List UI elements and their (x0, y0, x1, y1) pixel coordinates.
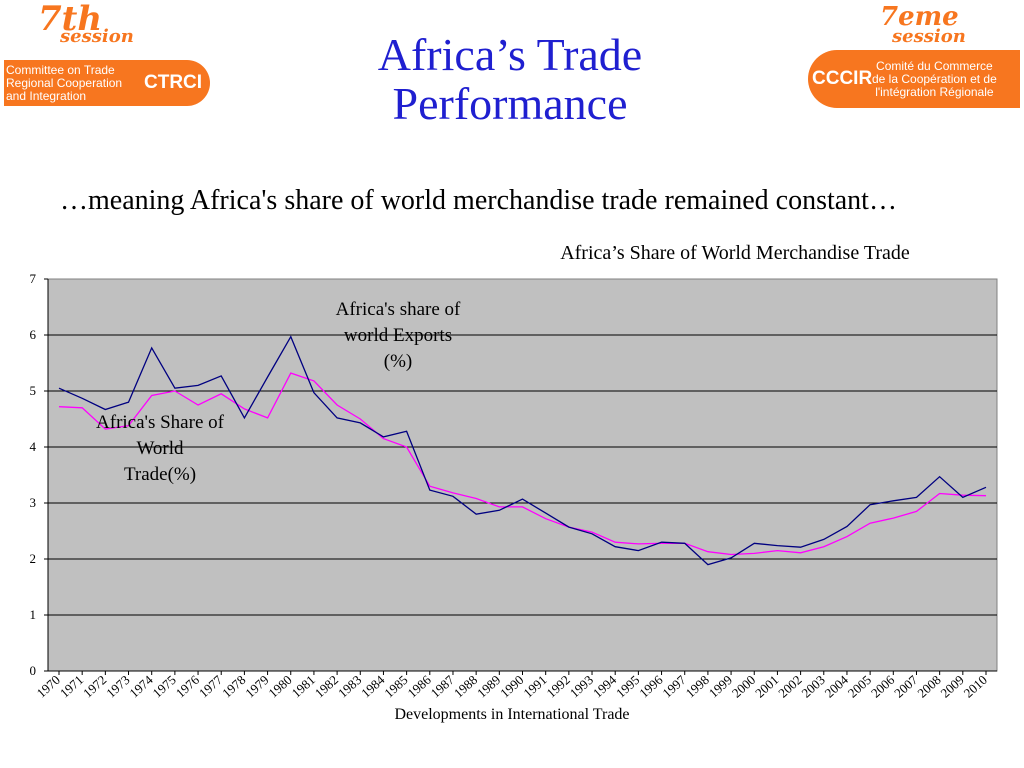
cccir-logo: 7eme session CCCIR Comité du Commerce de… (808, 2, 1022, 122)
x-tick-label: 1985 (381, 672, 410, 701)
x-tick-label: 2002 (775, 672, 804, 701)
x-tick-label: 2007 (891, 672, 921, 701)
x-tick-label: 1984 (358, 672, 388, 701)
x-tick-label: 1981 (289, 672, 318, 701)
x-tick-label: 1994 (590, 672, 620, 701)
y-tick-label: 6 (30, 327, 37, 342)
x-tick-label: 1982 (312, 672, 341, 701)
y-tick-label: 7 (30, 271, 37, 286)
logo-line-3: l'intégration Régionale (875, 85, 994, 99)
x-tick-label: 1979 (242, 672, 271, 701)
plot-area (47, 278, 998, 672)
logo-line-2: Regional Cooperation (6, 76, 123, 90)
x-tick-label: 2003 (798, 672, 827, 701)
logo-acronym-left: CTRCI (144, 72, 203, 93)
x-tick-label: 2009 (937, 672, 966, 701)
session-word-left: session (60, 26, 134, 47)
page-title-line-1: Africa’s Trade (377, 29, 643, 80)
x-tick-label: 1987 (428, 672, 458, 701)
subtitle: …meaning Africa's share of world merchan… (60, 185, 897, 216)
x-tick-label: 1995 (613, 672, 642, 701)
series-annotation: world Exports (344, 325, 452, 346)
x-tick-label: 1992 (543, 672, 572, 701)
x-tick-label: 1976 (173, 672, 203, 701)
session-word-right: session (892, 26, 966, 47)
series-line-0 (58, 335, 987, 566)
series-annotation: Trade(%) (124, 464, 196, 485)
session-number-left: 7th (38, 0, 103, 39)
x-tick-label: 1989 (474, 672, 503, 701)
page-title-line-2: Performance (392, 78, 628, 129)
x-tick-label: 1988 (451, 672, 480, 701)
logo-line-2: de la Coopération et de (872, 72, 997, 86)
x-tick-label: 2010 (961, 672, 990, 701)
y-tick-label: 1 (30, 607, 37, 622)
x-tick-label: 1971 (57, 672, 86, 701)
series-line-1 (58, 372, 987, 556)
y-tick-label: 5 (30, 383, 37, 398)
logo-line-1: Comité du Commerce (876, 59, 993, 73)
x-tick-label: 1997 (659, 672, 689, 701)
y-tick-label: 3 (30, 495, 37, 510)
series-annotation: Africa's Share of (96, 412, 225, 433)
session-number-right: 7eme (880, 2, 959, 32)
logo-acronym-right: CCCIR (812, 68, 873, 89)
x-tick-label: 1975 (150, 672, 179, 701)
x-tick-label: 1986 (404, 672, 434, 701)
ctrci-logo: 7th session Committee on Trade Regional … (4, 2, 216, 122)
x-tick-label: 1973 (103, 672, 132, 701)
x-tick-label: 2000 (729, 672, 758, 701)
x-tick-label: 1990 (497, 672, 526, 701)
chart-title: Africa’s Share of World Merchandise Trad… (560, 242, 910, 264)
x-tick-label: 1974 (126, 672, 156, 701)
x-tick-label: 1996 (636, 672, 666, 701)
x-tick-label: 1993 (567, 672, 596, 701)
x-tick-label: 1983 (335, 672, 364, 701)
x-tick-label: 2006 (868, 672, 898, 701)
x-tick-label: 1978 (219, 672, 248, 701)
x-tick-label: 2008 (914, 672, 943, 701)
page-title: Africa’s Trade Performance (250, 30, 770, 128)
x-tick-label: 2005 (845, 672, 874, 701)
x-tick-label: 2001 (752, 672, 781, 701)
series-annotation: World (136, 438, 184, 459)
logo-band-left: Committee on Trade Regional Cooperation … (4, 60, 210, 106)
x-tick-label: 1972 (80, 672, 109, 701)
line-chart: 0 1 2 3 4 5 6 7 19701971197219731974197519761977… (30, 271, 998, 701)
x-tick-label: 1980 (265, 672, 294, 701)
x-tick-label: 1977 (196, 672, 226, 701)
y-tick-label: 4 (30, 439, 37, 454)
x-tick-label: 1999 (706, 672, 735, 701)
y-tick-label: 0 (30, 663, 37, 678)
footer: Developments in International Trade (394, 706, 630, 723)
series-annotation: Africa's share of (336, 299, 461, 320)
x-tick-label: 1998 (683, 672, 712, 701)
logo-line-3: and Integration (6, 89, 87, 103)
y-tick-label: 2 (30, 551, 37, 566)
series-annotation: (%) (384, 351, 412, 372)
x-tick-label: 1991 (520, 672, 549, 701)
logo-line-1: Committee on Trade (6, 63, 115, 77)
logo-band-right: CCCIR Comité du Commerce de la Coopérati… (808, 50, 1020, 108)
x-tick-label: 2004 (822, 672, 852, 701)
x-tick-label: 1970 (34, 672, 63, 701)
